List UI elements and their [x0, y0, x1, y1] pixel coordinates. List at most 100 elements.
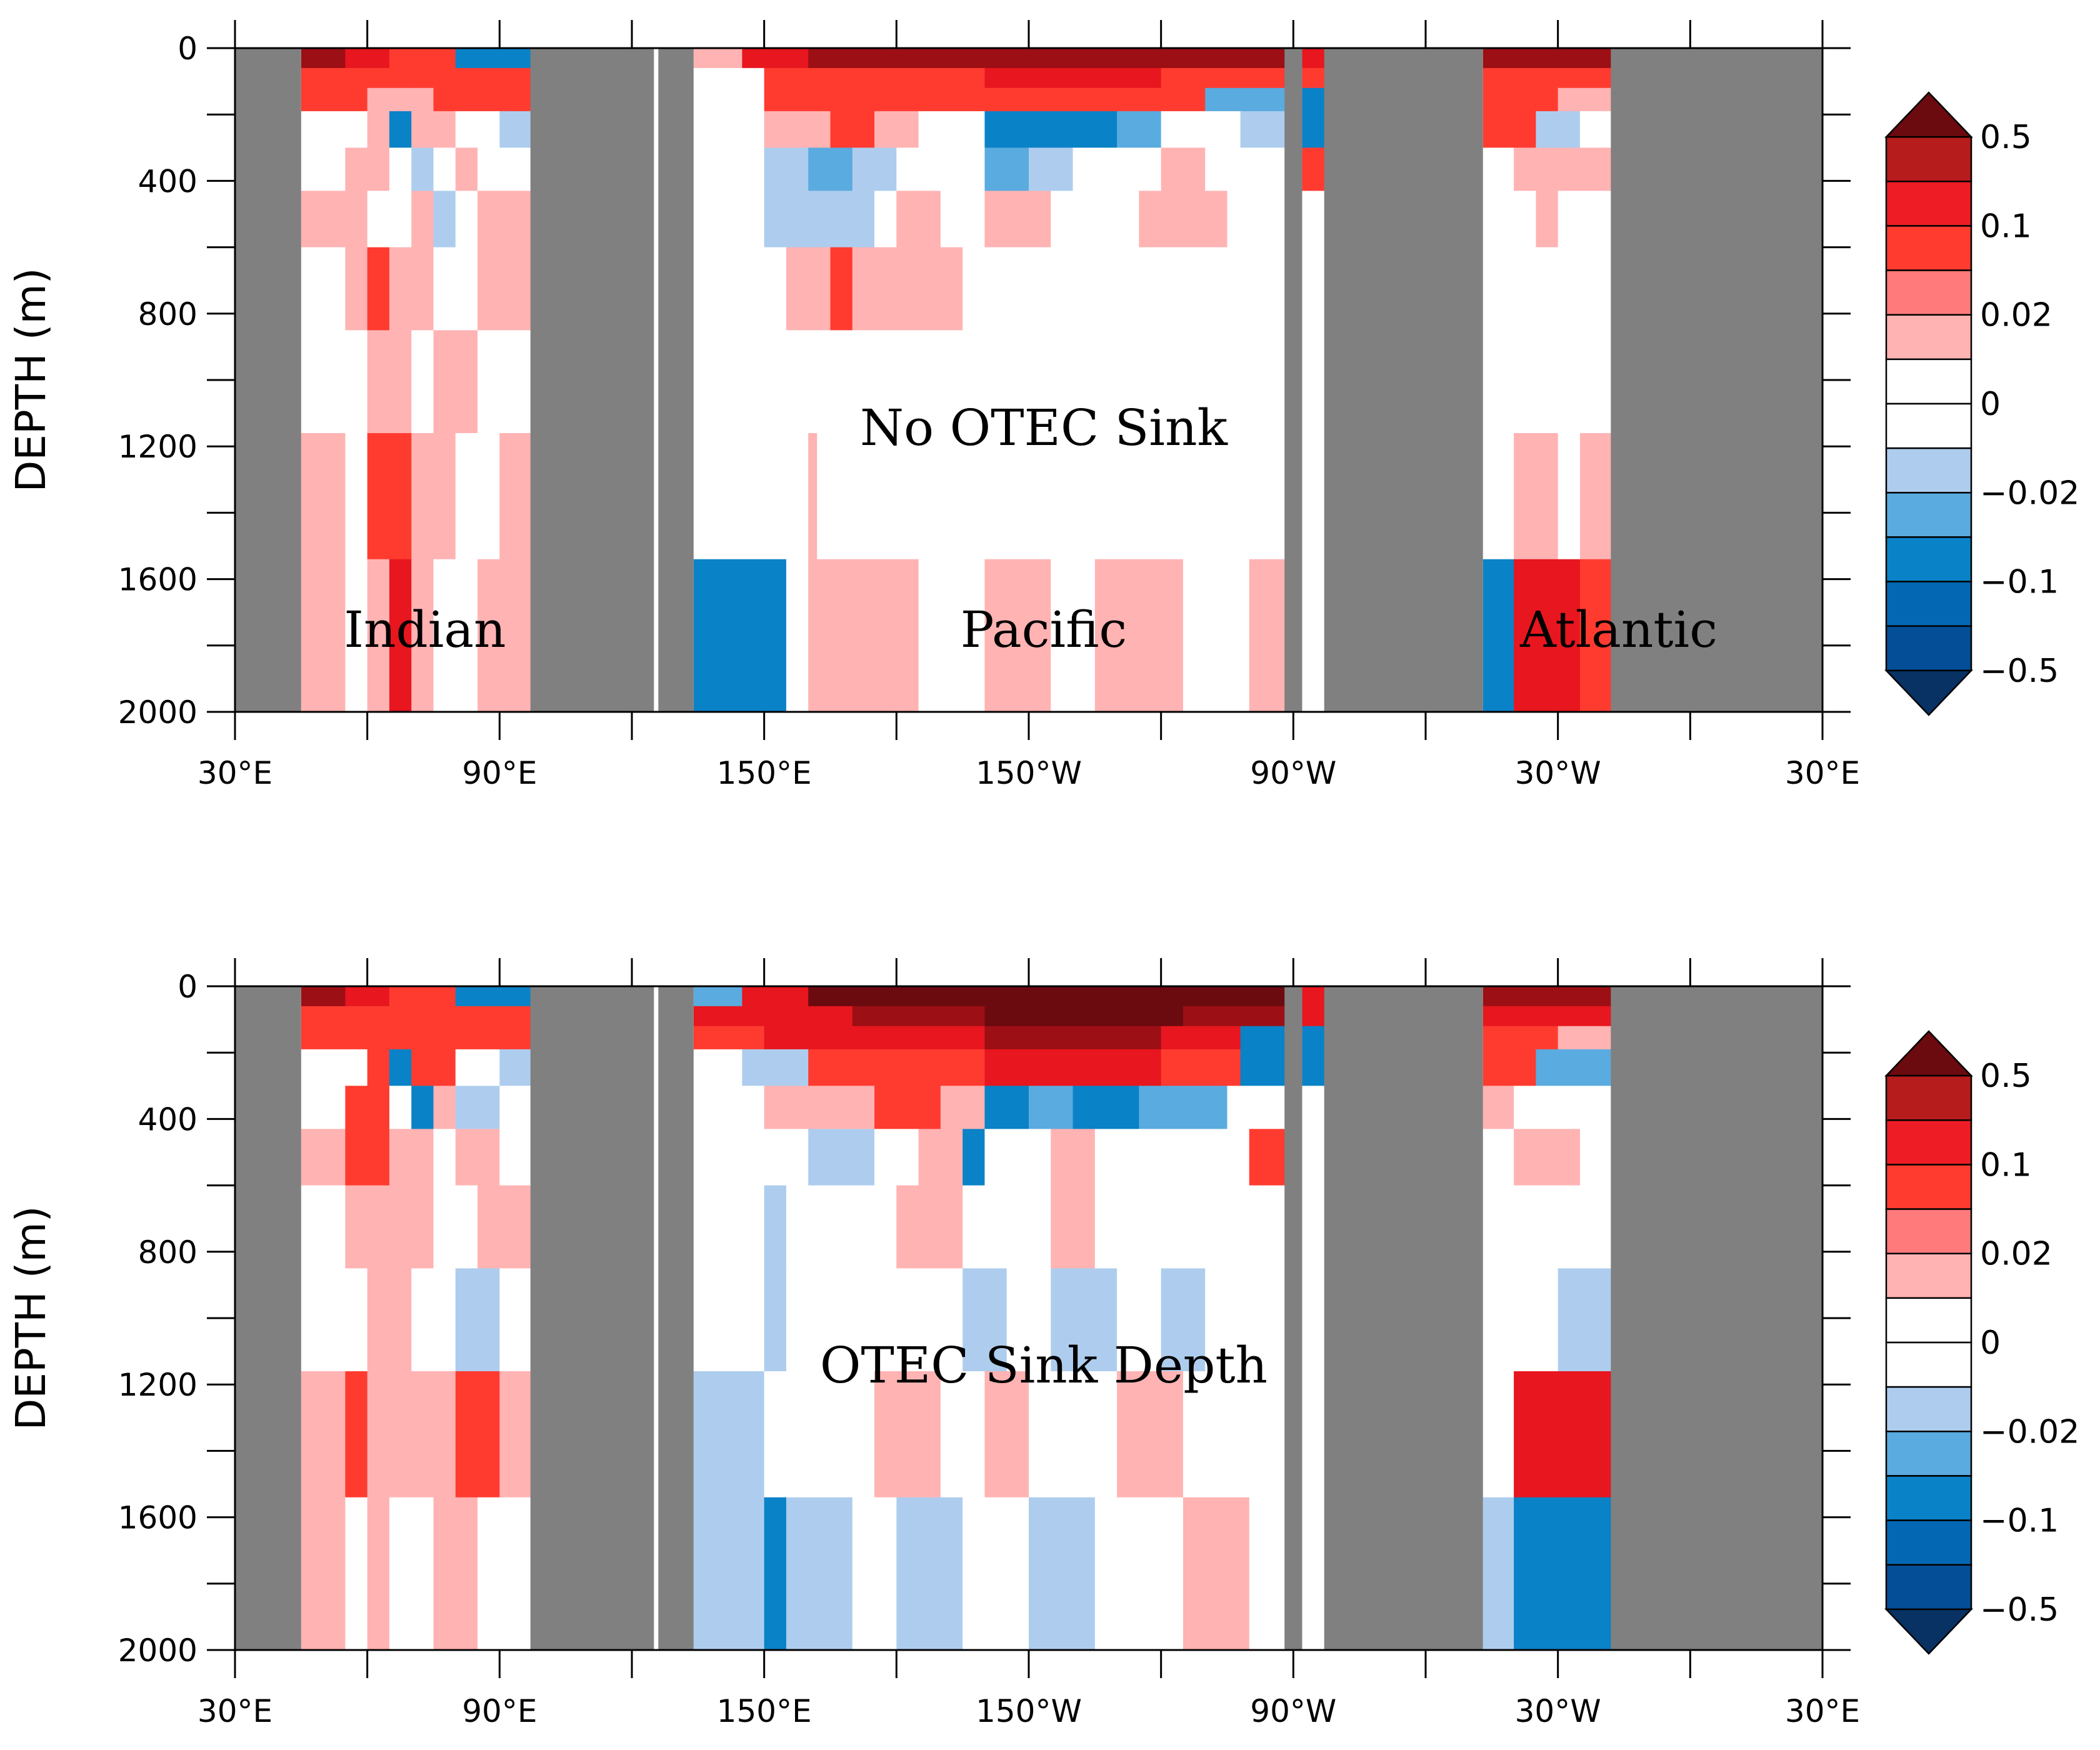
field-cell [301, 432, 346, 560]
field-cell [693, 1268, 765, 1372]
field-cell [367, 1026, 434, 1050]
field-cell [455, 1049, 500, 1086]
field-cell [984, 191, 1051, 248]
field-cell [808, 191, 875, 248]
colorbar-label: −0.1 [1980, 1502, 2059, 1540]
field-cell [808, 1049, 897, 1086]
field-cell [742, 986, 809, 1007]
field-cell [808, 1129, 875, 1186]
field-cell [1482, 1497, 1514, 1651]
y-tick-label: 0 [178, 31, 198, 67]
field-cell [455, 1129, 500, 1186]
field-cell [1094, 1185, 1285, 1269]
field-cell [874, 1371, 941, 1498]
field-cell [301, 986, 346, 1007]
colorbar-arrow-top [1884, 1030, 1973, 1077]
field-cell [1094, 1129, 1250, 1186]
field-cell [764, 111, 831, 148]
colorbar-label: 0 [1980, 1324, 2001, 1362]
field-cell [411, 148, 434, 191]
field-cell [478, 247, 531, 331]
colorbar-box [1885, 136, 1972, 182]
field-cell [808, 432, 818, 560]
field-cell [389, 1185, 434, 1269]
field-cell [411, 111, 456, 148]
field-cell [984, 559, 1051, 712]
field-cell [830, 247, 853, 331]
field-cell [301, 1185, 346, 1269]
colorbar-label: −0.5 [1980, 652, 2059, 690]
field-cell [389, 986, 456, 1007]
field-cell [455, 1371, 500, 1498]
field-cell [874, 88, 1074, 112]
field-cell [499, 1049, 531, 1086]
field-cell [455, 986, 531, 1007]
field-cell [1302, 1371, 1325, 1498]
field-cell [764, 1185, 787, 1269]
field-cell [433, 1026, 531, 1050]
field-cell [411, 1006, 531, 1027]
field-cell [1302, 1268, 1325, 1372]
field-cell [1302, 1185, 1325, 1269]
field-cell [455, 432, 500, 560]
field-cell [940, 191, 985, 248]
field-cell [764, 1026, 875, 1050]
field-cell [896, 191, 941, 248]
field-cell [1117, 1371, 1184, 1498]
field-cell [478, 1185, 531, 1269]
land-region [1284, 48, 1302, 712]
colorbar-box [1885, 1431, 1972, 1477]
field-cell [1051, 1185, 1096, 1269]
field-cell [433, 330, 478, 434]
y-tick-label: 1200 [118, 429, 198, 465]
field-cell [918, 559, 985, 712]
land-region [1324, 48, 1483, 712]
panel-annotation: OTEC Sink Depth [820, 1336, 1268, 1394]
field-cell [301, 1086, 346, 1129]
field-cell [693, 1006, 765, 1027]
field-cell [874, 1129, 919, 1186]
field-cell [389, 1049, 412, 1086]
field-cell [1205, 1268, 1285, 1372]
field-cell [345, 247, 368, 331]
field-cell [345, 1086, 390, 1129]
field-cell [764, 247, 787, 331]
colorbar-arrow-bottom [1884, 1608, 1973, 1655]
field-cell [764, 191, 809, 248]
y-tick-label: 1600 [118, 562, 198, 598]
colorbar-box [1885, 1074, 1972, 1121]
field-cell [918, 111, 985, 148]
field-cell [1117, 1268, 1162, 1372]
field-cell [1051, 191, 1139, 248]
field-cell [345, 986, 390, 1007]
field-cell [411, 1086, 434, 1129]
field-cell [1302, 1026, 1325, 1050]
field-cell [367, 1049, 390, 1086]
field-cell [1302, 986, 1325, 1007]
field-cell [1302, 432, 1325, 560]
field-cell [1302, 68, 1325, 89]
field-cell [367, 247, 390, 331]
field-cell [693, 247, 765, 331]
field-cell [874, 1086, 941, 1129]
field-cell [367, 191, 412, 248]
land-region [235, 986, 301, 1650]
x-tick-label: 90°W [1250, 1693, 1336, 1729]
field-cell [1302, 1129, 1325, 1186]
field-cell [874, 111, 919, 148]
field-cell [1029, 148, 1074, 191]
field-cell [693, 191, 765, 248]
colorbar-box [1885, 181, 1972, 227]
field-cell [1161, 68, 1285, 89]
x-tick-label: 150°W [976, 755, 1082, 791]
colorbar-label: −0.1 [1980, 564, 2059, 601]
field-cell [1094, 559, 1184, 712]
field-cell [693, 1497, 765, 1651]
field-cell [411, 1268, 456, 1372]
field-cell [693, 48, 742, 69]
field-cell [962, 1129, 985, 1186]
land-region [1324, 986, 1483, 1650]
field-cell [433, 191, 456, 248]
field-cell [301, 88, 368, 112]
field-cell [1302, 559, 1325, 712]
